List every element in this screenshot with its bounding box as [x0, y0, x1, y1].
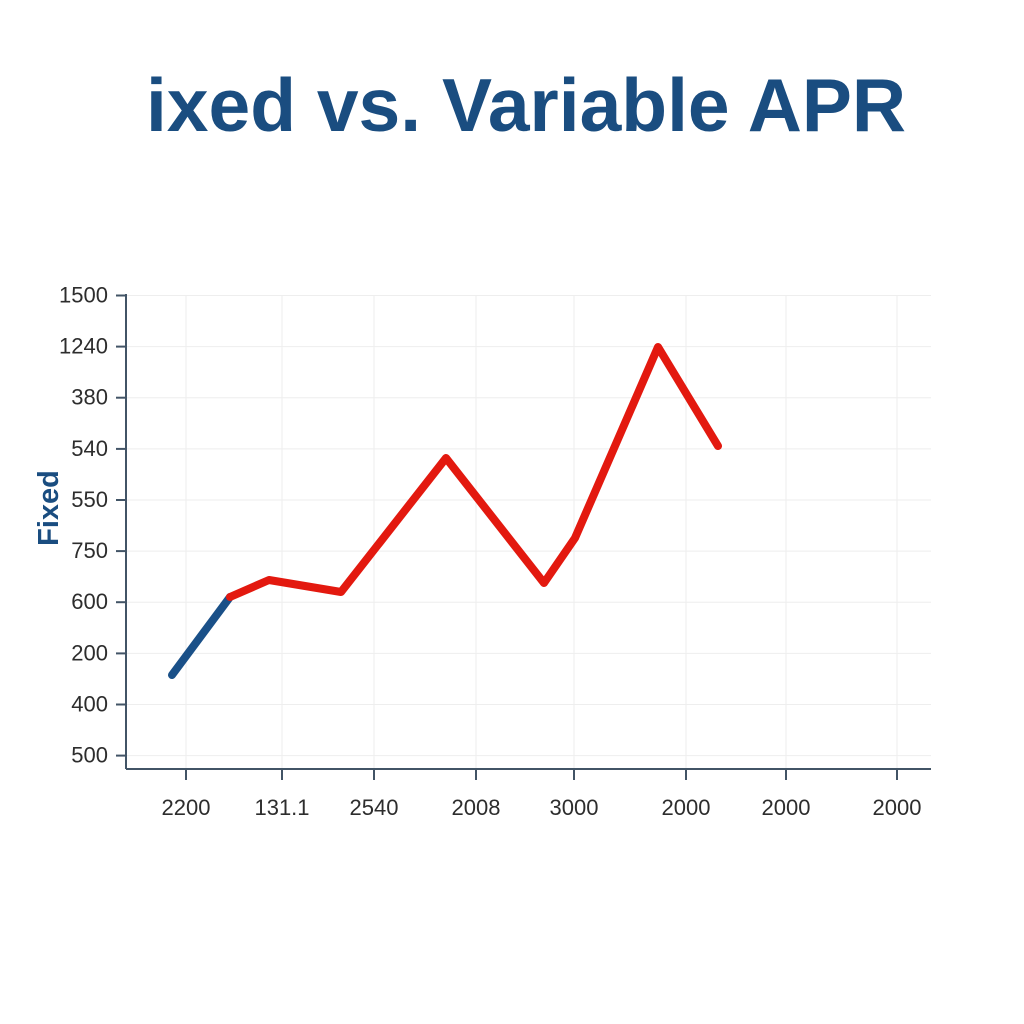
- svg-text:2540: 2540: [350, 795, 399, 820]
- svg-text:750: 750: [71, 538, 108, 563]
- svg-text:550: 550: [71, 487, 108, 512]
- svg-text:600: 600: [71, 589, 108, 614]
- svg-text:2008: 2008: [452, 795, 501, 820]
- svg-text:1240: 1240: [59, 334, 108, 359]
- svg-text:2000: 2000: [662, 795, 711, 820]
- svg-text:2000: 2000: [873, 795, 922, 820]
- svg-text:Fixed: Fixed: [33, 470, 65, 546]
- svg-text:1500: 1500: [59, 283, 108, 308]
- svg-text:2200: 2200: [162, 795, 211, 820]
- svg-text:3000: 3000: [550, 795, 599, 820]
- svg-text:540: 540: [71, 436, 108, 461]
- svg-text:500: 500: [71, 743, 108, 768]
- svg-text:200: 200: [71, 640, 108, 665]
- svg-text:2000: 2000: [762, 795, 811, 820]
- svg-text:380: 380: [71, 385, 108, 410]
- svg-text:131.1: 131.1: [254, 795, 309, 820]
- svg-text:400: 400: [71, 692, 108, 717]
